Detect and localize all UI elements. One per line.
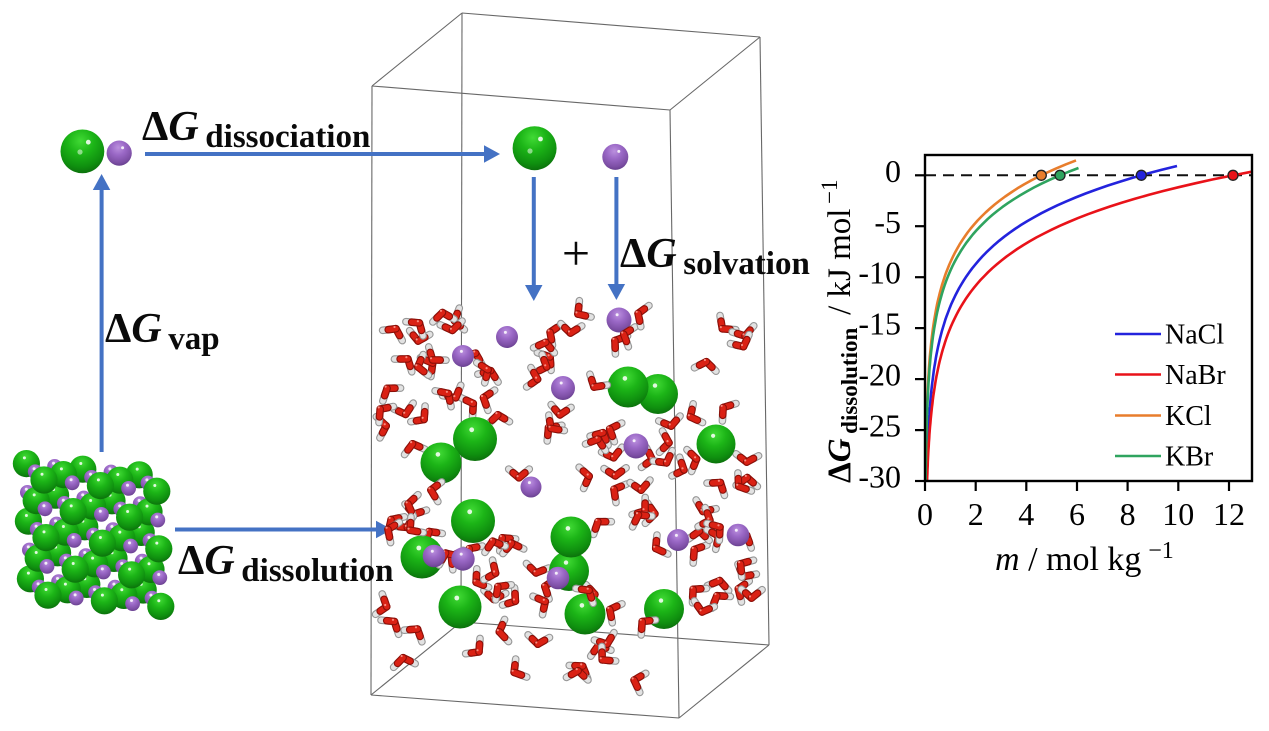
svg-text:ΔG dissolution / kJ mol −1: ΔG dissolution / kJ mol −1 <box>817 179 862 483</box>
svg-text:ΔG solvation: ΔG solvation <box>620 231 810 282</box>
svg-text:KCl: KCl <box>1165 401 1212 432</box>
svg-text:KBr: KBr <box>1165 442 1214 473</box>
svg-text:NaBr: NaBr <box>1165 360 1226 391</box>
svg-text:NaCl: NaCl <box>1165 320 1224 351</box>
svg-text:-25: -25 <box>858 408 901 444</box>
svg-text:2: 2 <box>968 496 984 532</box>
svg-text:+: + <box>562 225 590 281</box>
svg-text:-30: -30 <box>858 459 901 495</box>
svg-text:-5: -5 <box>874 204 901 240</box>
svg-text:-20: -20 <box>858 357 901 393</box>
svg-text:0: 0 <box>917 496 933 532</box>
svg-text:4: 4 <box>1018 496 1034 532</box>
svg-text:0: 0 <box>885 153 901 189</box>
svg-text:m / mol kg −1: m / mol kg −1 <box>995 538 1174 578</box>
svg-text:6: 6 <box>1069 496 1085 532</box>
svg-text:8: 8 <box>1120 496 1136 532</box>
svg-text:ΔG vap: ΔG vap <box>105 306 220 357</box>
svg-text:-10: -10 <box>858 255 901 291</box>
svg-text:-15: -15 <box>858 306 901 342</box>
svg-text:12: 12 <box>1213 496 1245 532</box>
svg-text:10: 10 <box>1162 496 1194 532</box>
